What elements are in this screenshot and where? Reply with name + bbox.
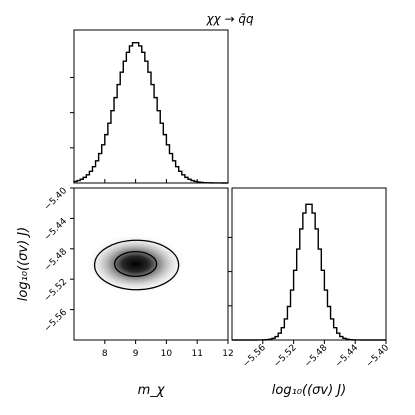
x-tick-label: −5.48 — [303, 343, 330, 370]
x-tick-label: 10 — [161, 349, 173, 359]
panel-marginal-m-chi — [70, 29, 229, 184]
y-ticks-log-sigma-v: −5.56 −5.52 −5.48 −5.44 −5.40 — [43, 186, 74, 334]
y-tick-label: −5.44 — [43, 216, 70, 243]
x-axis-label-m-chi: m_χ — [138, 383, 166, 398]
x-ticks-m-chi: 8 9 10 11 12 — [102, 340, 234, 359]
panel-marginal-log-sigma-v: −5.56 −5.52 −5.48 −5.44 −5.40 log₁₀((σv) J) — [228, 187, 391, 398]
contour-outer — [93, 239, 180, 291]
figure-title: χχ → q̄q — [205, 12, 254, 26]
x-ticks-log-sigma-v: −5.56 −5.52 −5.48 −5.44 −5.40 — [241, 340, 391, 370]
x-tick-label: 11 — [191, 349, 202, 359]
y-axis-label-log-sigma-v: log₁₀((σv) J) — [16, 227, 31, 301]
x-tick-label: 8 — [102, 349, 108, 359]
density-shading — [83, 233, 188, 295]
panel-joint: 8 9 10 11 12 −5.56 −5.52 −5.48 −5.44 −5.40 m_χ l… — [16, 186, 234, 398]
x-tick-label: −5.52 — [272, 343, 299, 370]
panel-frame — [73, 29, 229, 184]
x-tick-label: 9 — [133, 349, 139, 359]
panel-frame — [73, 187, 229, 341]
x-tick-label: −5.56 — [241, 343, 268, 370]
x-axis-label-log-sigma-v: log₁₀((σv) J) — [272, 383, 346, 398]
contour-inner — [113, 250, 158, 278]
y-tick-label: −5.56 — [43, 307, 70, 334]
histogram-step-log-sigma-v — [232, 203, 386, 341]
x-tick-label: 12 — [222, 349, 233, 359]
y-tick-label: −5.40 — [43, 186, 70, 213]
y-ticks — [228, 236, 232, 307]
x-tick-label: −5.40 — [365, 343, 392, 370]
y-tick-label: −5.48 — [43, 247, 70, 274]
histogram-step-m-chi — [73, 41, 229, 184]
y-tick-label: −5.52 — [43, 277, 70, 304]
x-tick-label: −5.44 — [334, 343, 361, 370]
panel-frame — [231, 187, 387, 341]
